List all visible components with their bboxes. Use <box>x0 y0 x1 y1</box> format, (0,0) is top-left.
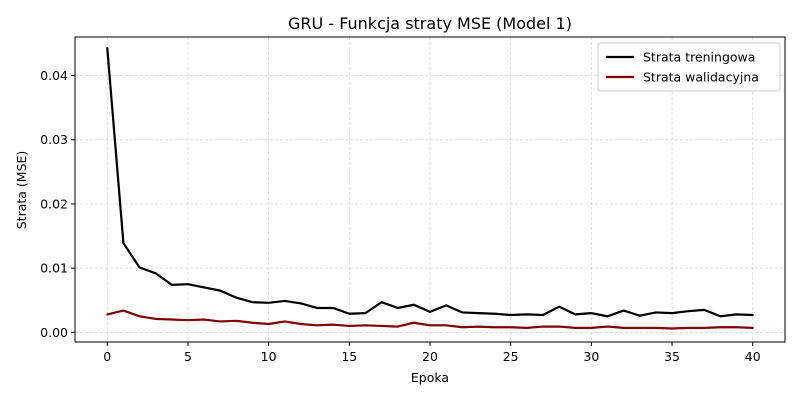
y-tick-label: 0.04 <box>40 68 68 83</box>
x-axis-ticks: 0 5 10 15 20 25 30 35 40 <box>103 342 761 364</box>
y-tick-label: 0.02 <box>40 196 68 211</box>
x-tick-label: 5 <box>184 349 192 364</box>
x-tick-label: 15 <box>341 349 357 364</box>
series-group <box>106 46 754 330</box>
x-tick-label: 30 <box>583 349 599 364</box>
y-axis-ticks: 0.00 0.01 0.02 0.03 0.04 <box>40 68 75 340</box>
chart-title: GRU - Funkcja straty MSE (Model 1) <box>288 14 572 33</box>
y-tick-label: 0.00 <box>40 325 68 340</box>
validation-loss-line <box>106 309 754 330</box>
legend-box <box>597 42 781 92</box>
x-tick-label: 0 <box>103 349 111 364</box>
y-tick-label: 0.01 <box>40 261 68 276</box>
legend-label-validation: Strata walidacyjna <box>643 70 759 85</box>
training-loss-line <box>106 46 754 318</box>
x-tick-label: 40 <box>745 349 761 364</box>
x-axis-label: Epoka <box>411 370 449 385</box>
x-tick-label: 10 <box>261 349 277 364</box>
y-tick-label: 0.03 <box>40 132 68 147</box>
x-tick-label: 20 <box>422 349 438 364</box>
legend-label-training: Strata treningowa <box>643 50 755 65</box>
x-tick-label: 25 <box>503 349 519 364</box>
y-axis-label: Strata (MSE) <box>14 151 29 230</box>
x-tick-label: 35 <box>664 349 680 364</box>
legend: Strata treningowa Strata walidacyjna <box>597 42 781 92</box>
